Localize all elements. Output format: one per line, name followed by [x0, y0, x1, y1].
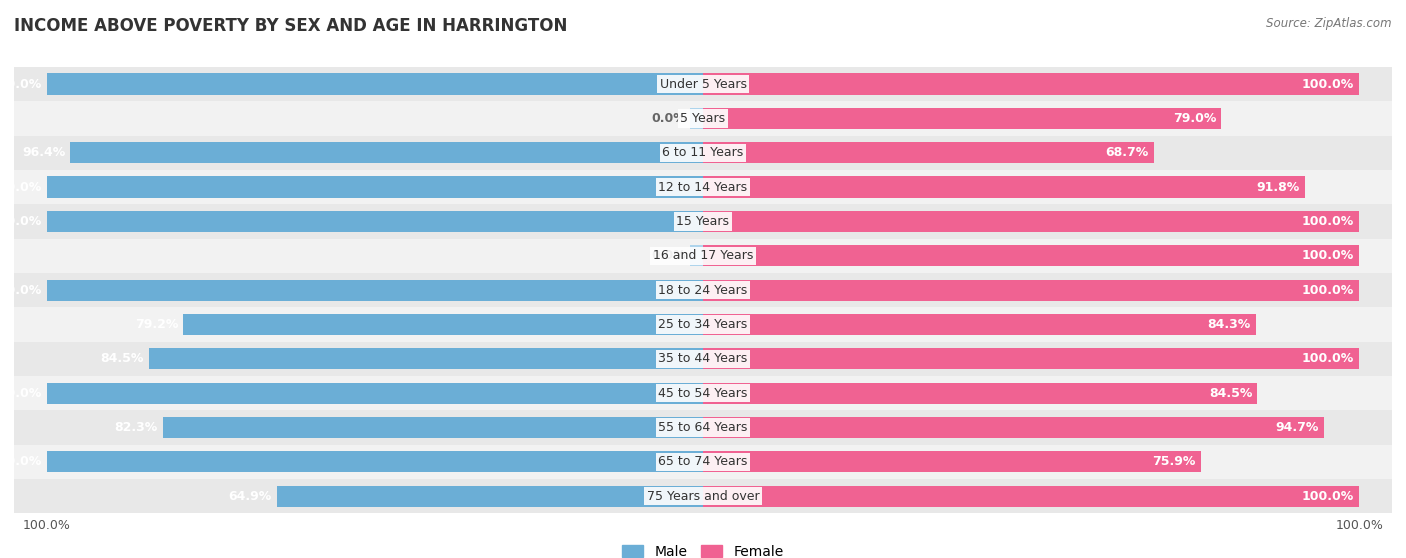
- Text: 64.9%: 64.9%: [229, 490, 271, 503]
- Text: 79.0%: 79.0%: [1173, 112, 1216, 125]
- Bar: [703, 348, 1360, 369]
- Bar: [703, 74, 1360, 95]
- Text: INCOME ABOVE POVERTY BY SEX AND AGE IN HARRINGTON: INCOME ABOVE POVERTY BY SEX AND AGE IN H…: [14, 17, 568, 35]
- Text: 94.7%: 94.7%: [1275, 421, 1319, 434]
- Bar: [703, 108, 1222, 129]
- Bar: [14, 445, 1392, 479]
- Text: Source: ZipAtlas.com: Source: ZipAtlas.com: [1267, 17, 1392, 30]
- Text: 100.0%: 100.0%: [1302, 78, 1354, 90]
- Text: 100.0%: 100.0%: [1302, 215, 1354, 228]
- Text: 100.0%: 100.0%: [0, 181, 42, 194]
- Bar: [14, 479, 1392, 513]
- Text: 100.0%: 100.0%: [1302, 249, 1354, 262]
- Text: 15 Years: 15 Years: [676, 215, 730, 228]
- Text: 100.0%: 100.0%: [0, 455, 42, 468]
- Text: 45 to 54 Years: 45 to 54 Years: [658, 387, 748, 400]
- Text: 79.2%: 79.2%: [135, 318, 179, 331]
- Bar: [14, 307, 1392, 341]
- Text: 100.0%: 100.0%: [1302, 490, 1354, 503]
- Text: 12 to 14 Years: 12 to 14 Years: [658, 181, 748, 194]
- Text: 100.0%: 100.0%: [0, 78, 42, 90]
- Bar: [46, 451, 703, 473]
- Bar: [70, 142, 703, 163]
- Text: 55 to 64 Years: 55 to 64 Years: [658, 421, 748, 434]
- Text: 18 to 24 Years: 18 to 24 Years: [658, 283, 748, 297]
- Text: 68.7%: 68.7%: [1105, 146, 1149, 159]
- Bar: [703, 485, 1360, 507]
- Bar: [14, 376, 1392, 410]
- Bar: [14, 67, 1392, 102]
- Legend: Male, Female: Male, Female: [617, 540, 789, 558]
- Bar: [14, 341, 1392, 376]
- Bar: [149, 348, 703, 369]
- Bar: [703, 211, 1360, 232]
- Bar: [183, 314, 703, 335]
- Bar: [703, 451, 1201, 473]
- Text: 6 to 11 Years: 6 to 11 Years: [662, 146, 744, 159]
- Bar: [14, 170, 1392, 204]
- Text: 75.9%: 75.9%: [1153, 455, 1195, 468]
- Text: 100.0%: 100.0%: [0, 387, 42, 400]
- Text: 35 to 44 Years: 35 to 44 Years: [658, 352, 748, 365]
- Text: 82.3%: 82.3%: [114, 421, 157, 434]
- Bar: [14, 410, 1392, 445]
- Text: 96.4%: 96.4%: [22, 146, 65, 159]
- Text: 100.0%: 100.0%: [1302, 352, 1354, 365]
- Text: 0.0%: 0.0%: [652, 249, 686, 262]
- Text: 65 to 74 Years: 65 to 74 Years: [658, 455, 748, 468]
- Bar: [14, 273, 1392, 307]
- Text: 5 Years: 5 Years: [681, 112, 725, 125]
- Bar: [690, 245, 703, 267]
- Text: 0.0%: 0.0%: [652, 112, 686, 125]
- Bar: [14, 136, 1392, 170]
- Text: 91.8%: 91.8%: [1257, 181, 1301, 194]
- Text: 84.5%: 84.5%: [1209, 387, 1253, 400]
- Text: Under 5 Years: Under 5 Years: [659, 78, 747, 90]
- Bar: [703, 176, 1305, 198]
- Bar: [703, 314, 1256, 335]
- Bar: [46, 176, 703, 198]
- Bar: [703, 417, 1324, 438]
- Text: 100.0%: 100.0%: [0, 215, 42, 228]
- Text: 84.5%: 84.5%: [100, 352, 143, 365]
- Text: 75 Years and over: 75 Years and over: [647, 490, 759, 503]
- Text: 16 and 17 Years: 16 and 17 Years: [652, 249, 754, 262]
- Bar: [46, 74, 703, 95]
- Bar: [46, 383, 703, 404]
- Text: 100.0%: 100.0%: [0, 283, 42, 297]
- Text: 25 to 34 Years: 25 to 34 Years: [658, 318, 748, 331]
- Text: 100.0%: 100.0%: [1302, 283, 1354, 297]
- Bar: [14, 102, 1392, 136]
- Bar: [703, 142, 1154, 163]
- Bar: [14, 204, 1392, 239]
- Bar: [703, 245, 1360, 267]
- Bar: [46, 211, 703, 232]
- Bar: [690, 108, 703, 129]
- Bar: [703, 383, 1257, 404]
- Bar: [14, 239, 1392, 273]
- Bar: [46, 280, 703, 301]
- Bar: [703, 280, 1360, 301]
- Bar: [163, 417, 703, 438]
- Text: 84.3%: 84.3%: [1208, 318, 1251, 331]
- Bar: [277, 485, 703, 507]
